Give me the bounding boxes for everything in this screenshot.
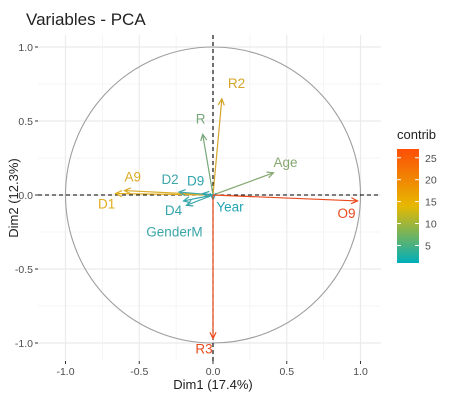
legend-tick-label: 5 bbox=[425, 240, 431, 252]
label-d9: D9 bbox=[187, 174, 204, 189]
label-year: Year bbox=[216, 199, 244, 214]
x-tick-label: 1.0 bbox=[353, 366, 368, 378]
arrow-genderm bbox=[185, 194, 214, 207]
y-tick-label: 0.0 bbox=[18, 190, 33, 202]
variable-labels: R2 R Age A9 D1 D2 D9 D4 GenderM Year O9 R3 bbox=[98, 76, 356, 357]
arrow-r3 bbox=[209, 195, 217, 340]
x-tick-label: 0.0 bbox=[206, 366, 221, 378]
x-tick-label: -0.5 bbox=[130, 366, 148, 378]
y-tick-label: 0.5 bbox=[18, 116, 33, 128]
arrow-d1 bbox=[114, 190, 214, 198]
contrib-legend: contrib 5 10 15 20 25 bbox=[397, 127, 437, 263]
label-r: R bbox=[196, 111, 206, 126]
label-a9: A9 bbox=[125, 170, 142, 185]
x-axis-label: Dim1 (17.4%) bbox=[173, 377, 252, 392]
variable-arrows bbox=[114, 97, 359, 340]
legend-tick-label: 15 bbox=[425, 197, 437, 209]
axis-ticks: -1.0 -0.5 0.0 0.5 1.0 -1.0 -0.5 0.0 0.5 1.0 bbox=[15, 42, 368, 378]
label-genderm: GenderM bbox=[146, 224, 202, 239]
legend-title: contrib bbox=[397, 127, 436, 142]
label-d2: D2 bbox=[161, 172, 178, 187]
arrow-d4 bbox=[182, 194, 214, 204]
arrow-o9 bbox=[212, 194, 359, 205]
label-d1: D1 bbox=[98, 197, 115, 212]
y-tick-label: -1.0 bbox=[15, 338, 33, 350]
arrow-r2 bbox=[212, 97, 225, 196]
legend-tick-label: 10 bbox=[425, 219, 437, 231]
label-d4: D4 bbox=[165, 203, 183, 218]
label-r2: R2 bbox=[228, 76, 245, 91]
arrow-age bbox=[212, 171, 275, 196]
label-age: Age bbox=[273, 155, 297, 170]
y-tick-label: -0.5 bbox=[15, 264, 33, 276]
label-r3: R3 bbox=[195, 342, 212, 357]
label-o9: O9 bbox=[338, 206, 356, 221]
chart-title: Variables - PCA bbox=[26, 10, 146, 29]
legend-colorbar bbox=[397, 149, 419, 263]
y-tick-label: 1.0 bbox=[18, 42, 33, 54]
legend-ticks: 5 10 15 20 25 bbox=[397, 153, 437, 252]
arrow-r bbox=[200, 132, 214, 196]
legend-tick-label: 20 bbox=[425, 175, 437, 187]
x-tick-label: 0.5 bbox=[279, 366, 294, 378]
y-axis-label: Dim2 (12.3%) bbox=[6, 158, 21, 237]
legend-tick-label: 25 bbox=[425, 153, 437, 165]
x-tick-label: -1.0 bbox=[56, 366, 74, 378]
